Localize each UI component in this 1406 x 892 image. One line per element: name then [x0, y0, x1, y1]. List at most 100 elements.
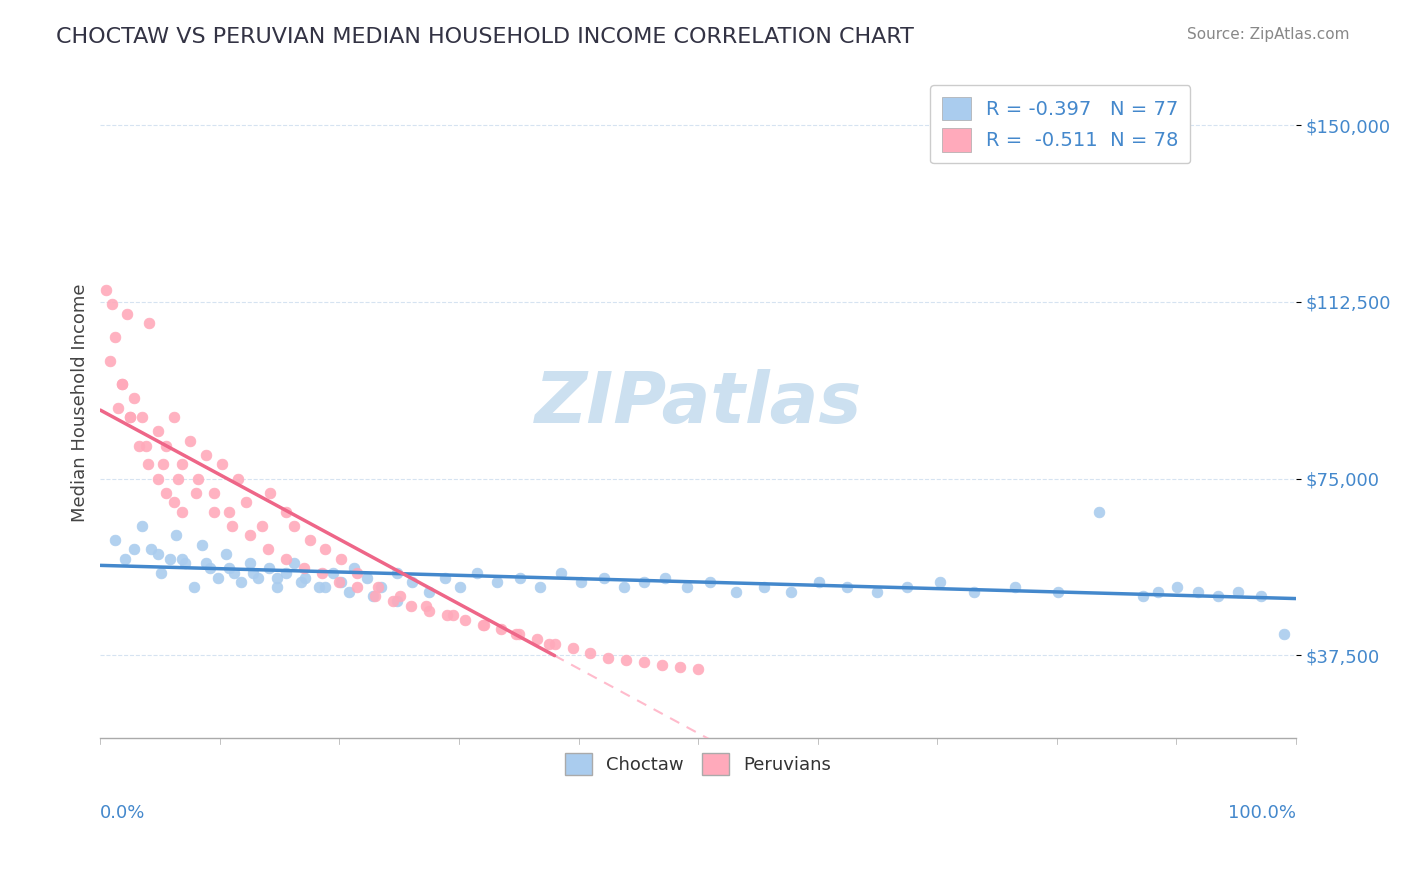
Point [356, 570, 378, 584]
Point [107, 401, 129, 415]
Point [399, 599, 422, 613]
Point [1227, 584, 1250, 599]
Point [699, 575, 721, 590]
Point [98, 353, 121, 368]
Point [104, 533, 127, 547]
Point [1147, 584, 1170, 599]
Point [505, 627, 527, 641]
Point [120, 410, 142, 425]
Point [509, 570, 531, 584]
Point [508, 627, 530, 641]
Point [550, 566, 572, 580]
Point [250, 518, 273, 533]
Point [311, 566, 333, 580]
Point [465, 566, 488, 580]
Point [138, 316, 160, 330]
Point [866, 584, 889, 599]
Point [200, 561, 222, 575]
Point [257, 561, 280, 575]
Point [218, 561, 240, 575]
Point [221, 518, 243, 533]
Point [314, 542, 336, 557]
Point [669, 660, 692, 674]
Point [385, 566, 408, 580]
Point [104, 330, 127, 344]
Text: 100.0%: 100.0% [1227, 804, 1296, 822]
Point [150, 566, 173, 580]
Point [489, 623, 512, 637]
Point [529, 580, 551, 594]
Point [114, 551, 136, 566]
Point [651, 657, 673, 672]
Point [561, 641, 583, 656]
Point [242, 566, 264, 580]
Point [592, 570, 614, 584]
Point [329, 575, 352, 590]
Point [274, 504, 297, 518]
Point [207, 570, 229, 584]
Point [167, 471, 190, 485]
Point [436, 608, 458, 623]
Point [328, 575, 350, 590]
Point [235, 495, 257, 509]
Point [218, 504, 240, 518]
Point [202, 485, 225, 500]
Point [752, 580, 775, 594]
Point [725, 584, 748, 599]
Point [780, 584, 803, 599]
Point [115, 307, 138, 321]
Point [211, 458, 233, 472]
Point [579, 646, 602, 660]
Point [131, 518, 153, 533]
Point [170, 458, 193, 472]
Point [239, 557, 262, 571]
Point [1250, 590, 1272, 604]
Point [471, 617, 494, 632]
Point [1206, 590, 1229, 604]
Point [1004, 580, 1026, 594]
Point [247, 570, 270, 584]
Point [215, 547, 238, 561]
Y-axis label: Median Household Income: Median Household Income [72, 284, 89, 523]
Point [194, 557, 217, 571]
Point [654, 570, 676, 584]
Point [187, 471, 209, 485]
Point [294, 570, 316, 584]
Point [454, 613, 477, 627]
Point [537, 636, 560, 650]
Point [543, 636, 565, 650]
Point [1272, 627, 1295, 641]
Point [896, 580, 918, 594]
Point [298, 533, 321, 547]
Point [194, 448, 217, 462]
Text: CHOCTAW VS PERUVIAN MEDIAN HOUSEHOLD INCOME CORRELATION CHART: CHOCTAW VS PERUVIAN MEDIAN HOUSEHOLD INC… [56, 27, 914, 46]
Point [1166, 580, 1188, 594]
Point [837, 580, 859, 594]
Point [441, 608, 464, 623]
Point [1046, 584, 1069, 599]
Point [283, 557, 305, 571]
Point [146, 471, 169, 485]
Point [385, 594, 408, 608]
Point [163, 410, 186, 425]
Point [111, 377, 134, 392]
Point [266, 570, 288, 584]
Point [274, 566, 297, 580]
Point [259, 485, 281, 500]
Point [472, 617, 495, 632]
Point [370, 580, 392, 594]
Point [486, 575, 509, 590]
Point [322, 566, 344, 580]
Point [135, 439, 157, 453]
Point [346, 566, 368, 580]
Point [614, 653, 637, 667]
Point [179, 434, 201, 448]
Point [96, 283, 118, 297]
Point [1087, 504, 1109, 518]
Point [382, 594, 405, 608]
Point [569, 575, 592, 590]
Point [239, 528, 262, 542]
Point [337, 584, 360, 599]
Legend: R = -0.397   N = 77, R =  -0.511  N = 78: R = -0.397 N = 77, R = -0.511 N = 78 [929, 85, 1191, 163]
Point [183, 580, 205, 594]
